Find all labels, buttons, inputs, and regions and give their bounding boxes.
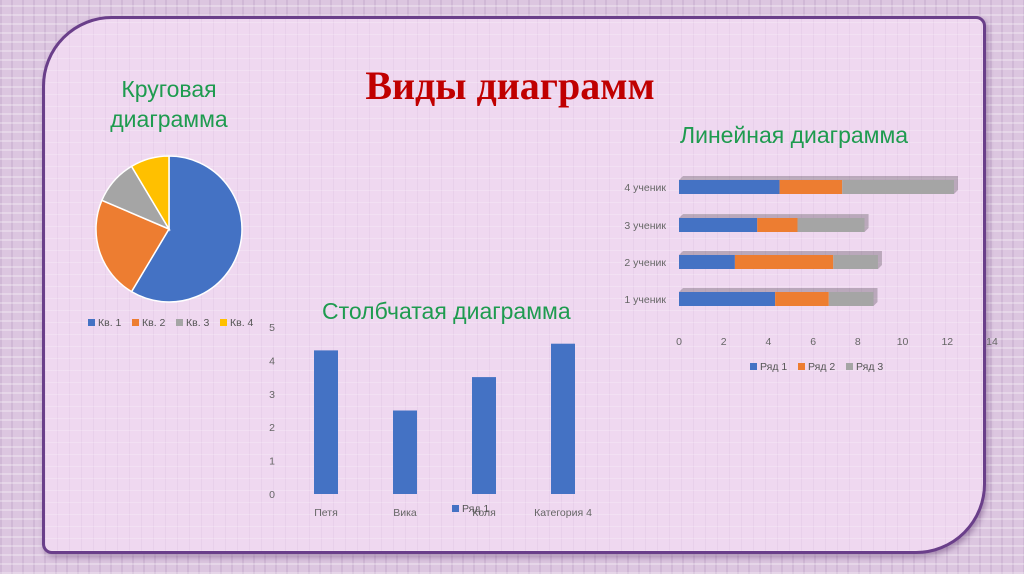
vbar-bar xyxy=(472,377,496,494)
hbar-segment xyxy=(779,180,843,194)
vbar-y-tick: 5 xyxy=(269,322,275,334)
slide-title: Виды диаграмм xyxy=(365,63,655,108)
vbar-y-tick: 3 xyxy=(269,389,275,401)
hbar-legend-swatch xyxy=(798,363,805,370)
pie-slice xyxy=(95,199,171,293)
pie-legend-label: Кв. 3 xyxy=(186,317,210,329)
hbar-legend-swatch xyxy=(846,363,853,370)
vbar-bar xyxy=(314,350,338,494)
vbar-y-tick: 0 xyxy=(269,489,275,501)
hbar-3d-edge xyxy=(679,288,878,306)
pie-legend-swatch xyxy=(220,319,227,326)
hbar-x-tick: 10 xyxy=(897,336,909,348)
hbar-3d-edge xyxy=(679,214,869,232)
vbar-y-tick: 4 xyxy=(269,355,275,367)
hbar-segment xyxy=(797,218,865,232)
vbar-category-label: Петя xyxy=(314,507,338,519)
hbar-x-tick: 8 xyxy=(855,336,861,348)
hbar-legend-swatch xyxy=(750,363,757,370)
line-chart-heading: Линейная диаграмма xyxy=(680,122,909,148)
pie-heading-line1: Круговая xyxy=(121,76,217,102)
hbar-segment xyxy=(833,255,878,269)
hbar-segment xyxy=(775,292,829,306)
hbar-x-tick: 12 xyxy=(941,336,953,348)
vbar-category-label: Коля xyxy=(472,507,496,519)
hbar-segment xyxy=(679,218,758,232)
hbar-segment xyxy=(679,180,780,194)
hbar-category-label: 4 ученик xyxy=(624,182,666,194)
vbar-bar xyxy=(551,343,575,494)
hbar-x-tick: 4 xyxy=(766,336,772,348)
hbar-x-tick: 2 xyxy=(721,336,727,348)
pie-slice xyxy=(130,155,170,232)
hbar-segment xyxy=(679,292,776,306)
hbar-legend-label: Ряд 3 xyxy=(856,361,883,373)
hbar-x-tick: 14 xyxy=(986,336,998,348)
hbar-3d-edge xyxy=(679,251,882,269)
vbar-y-tick: 1 xyxy=(269,456,275,468)
pie-legend-label: Кв. 4 xyxy=(230,317,254,329)
pie-legend-label: Кв. 1 xyxy=(98,317,122,329)
pie-heading-line2: диаграмма xyxy=(110,106,228,132)
pie-legend-swatch xyxy=(176,319,183,326)
hbar-segment xyxy=(757,218,798,232)
hbar-segment xyxy=(828,292,874,306)
vbar-category-label: Категория 4 xyxy=(534,507,592,519)
vbar-bar xyxy=(393,410,417,494)
pie-chart-heading: Круговая диаграмма xyxy=(60,74,278,134)
hbar-x-tick: 6 xyxy=(810,336,816,348)
hbar-3d-edge xyxy=(679,176,958,194)
hbar-segment xyxy=(679,255,735,269)
bar-chart-heading: Столбчатая диаграмма xyxy=(322,298,571,324)
vbar-y-tick: 2 xyxy=(269,422,275,434)
pie-legend-label: Кв. 2 xyxy=(142,317,166,329)
hbar-x-tick: 0 xyxy=(676,336,682,348)
pie-slice xyxy=(130,155,243,303)
vbar-legend-label: Ряд 1 xyxy=(462,503,489,515)
vbar-category-label: Вика xyxy=(393,507,417,519)
hbar-category-label: 2 ученик xyxy=(624,257,666,269)
pie-legend-swatch xyxy=(132,319,139,326)
pie-legend-swatch xyxy=(88,319,95,326)
hbar-segment xyxy=(734,255,834,269)
hbar-category-label: 3 ученик xyxy=(624,220,666,232)
hbar-legend-label: Ряд 1 xyxy=(760,361,787,373)
slide-frame xyxy=(42,16,986,554)
hbar-segment xyxy=(842,180,954,194)
vbar-legend-swatch xyxy=(452,505,459,512)
hbar-category-label: 1 ученик xyxy=(624,294,666,306)
hbar-legend-label: Ряд 2 xyxy=(808,361,835,373)
